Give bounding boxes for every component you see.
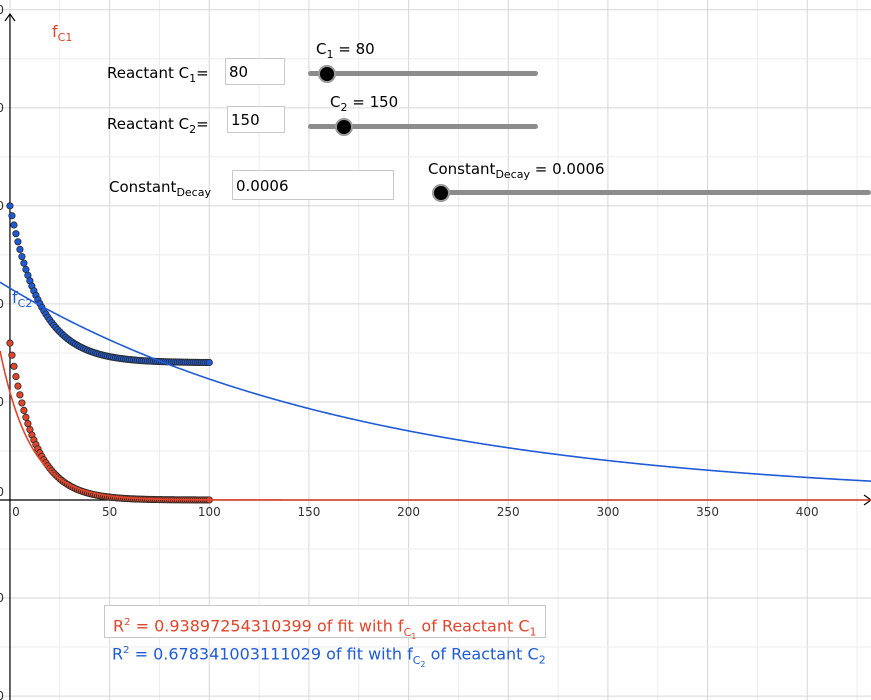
r2-c2-text: R2 = 0.678341003111029 of fit with fC2 o…: [112, 644, 546, 669]
point-Reactant C1: [12, 373, 20, 381]
x-tick-label: 150: [297, 505, 320, 519]
x-tick-label: 350: [696, 505, 719, 519]
c2-slider-caption: C2 = 150: [330, 93, 399, 114]
r2-c1-text: R2 = 0.93897254310399 of fit with fC1 of…: [104, 605, 546, 641]
y-tick-label: 200: [0, 101, 4, 115]
decay-slider-caption: ConstantDecay = 0.0006: [428, 160, 605, 181]
point-Reactant C2: [14, 238, 22, 246]
y-tick-label: -50: [0, 591, 4, 605]
point-Reactant C1: [10, 362, 18, 370]
decay-slider-track[interactable]: [438, 190, 871, 195]
y-tick-label: 250: [0, 3, 4, 17]
point-Reactant C2: [8, 212, 16, 220]
decay-input-label: ConstantDecay: [109, 178, 211, 199]
x-tick-label: 250: [497, 505, 520, 519]
point-Reactant C1: [18, 399, 26, 407]
point-Reactant C1: [6, 339, 14, 347]
point-Reactant C2: [16, 245, 24, 254]
y-tick-label: 100: [0, 297, 4, 311]
c2-input-label: Reactant C2=: [107, 115, 209, 136]
point-Reactant C1: [24, 420, 32, 428]
point-Reactant C2: [6, 202, 14, 210]
y-tick-label: -100: [0, 689, 4, 700]
x-tick-label: 50: [102, 505, 117, 519]
point-Reactant C2: [12, 230, 20, 238]
x-axis-arrow: [863, 494, 871, 506]
point-Reactant C2: [205, 358, 213, 367]
x-tick-label: 400: [796, 505, 819, 519]
point-Reactant C2: [10, 221, 18, 229]
y-tick-label: 0: [0, 485, 4, 499]
y-tick-label: 150: [0, 199, 4, 213]
c1-slider-track[interactable]: [308, 71, 538, 76]
x-tick-label: 100: [198, 505, 221, 519]
fc1-label: fC1: [52, 22, 73, 45]
point-Reactant C1: [20, 406, 28, 414]
point-Reactant C1: [14, 382, 22, 390]
y-tick-label: 50: [0, 395, 4, 409]
curve-fC1: [0, 350, 871, 501]
decay-input[interactable]: 0.0006: [232, 170, 394, 200]
c2-slider-track[interactable]: [308, 124, 538, 129]
point-Reactant C2: [22, 265, 30, 274]
point-Reactant C1: [16, 391, 24, 399]
point-Reactant C2: [20, 259, 28, 267]
c1-input[interactable]: 80: [225, 58, 285, 85]
point-Reactant C2: [18, 252, 26, 261]
decay-slider-knob[interactable]: [432, 184, 450, 202]
c2-slider-knob[interactable]: [335, 118, 353, 136]
fc2-label: fC2: [12, 288, 33, 311]
c1-slider-knob[interactable]: [318, 65, 336, 83]
c1-slider-caption: C1 = 80: [316, 40, 375, 61]
c1-input-label: Reactant C1=: [107, 64, 209, 85]
x-tick-label: 200: [397, 505, 420, 519]
curve-fC2: [0, 281, 871, 482]
y-axis-arrow: [4, 12, 16, 22]
x-tick-label: 300: [596, 505, 619, 519]
point-Reactant C1: [8, 351, 16, 359]
c2-input[interactable]: 150: [227, 106, 285, 133]
x-tick-label: 0: [12, 505, 20, 519]
point-Reactant C1: [22, 413, 30, 421]
